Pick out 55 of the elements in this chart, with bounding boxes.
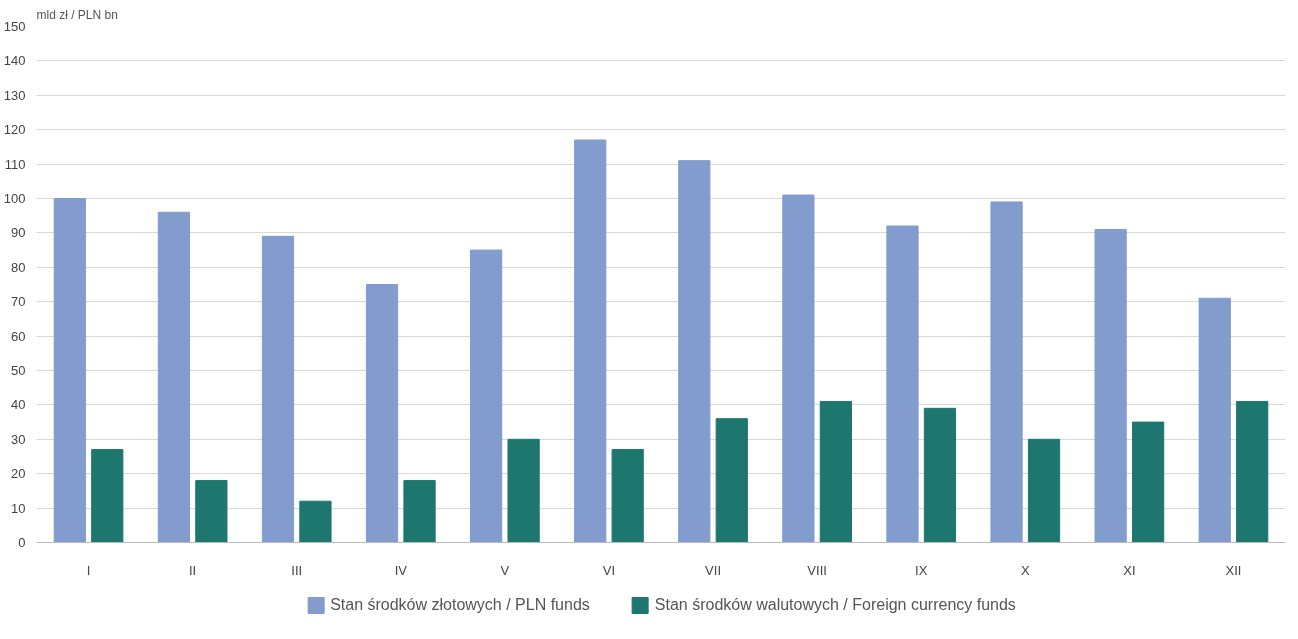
- x-tick-label: VIII: [807, 562, 827, 578]
- y-tick-label: 110: [4, 156, 26, 172]
- bar: [261, 235, 295, 543]
- x-tick-label: VI: [602, 562, 616, 578]
- y-tick-label: 10: [11, 500, 26, 516]
- bar: [1132, 421, 1165, 543]
- y-tick-label: 30: [11, 431, 26, 447]
- y-tick-label: 100: [3, 191, 26, 206]
- y-tick-label: 150: [3, 19, 26, 34]
- y-tick-label: 80: [11, 259, 26, 275]
- y-tick-label: 60: [11, 328, 26, 344]
- legend-label: Stan środków złotowych / PLN funds: [330, 596, 590, 614]
- x-tick-label: XI: [1123, 562, 1136, 578]
- x-tick-label: II: [189, 562, 197, 578]
- bar: [782, 194, 815, 543]
- x-tick-label: III: [291, 562, 303, 578]
- bar: [403, 480, 436, 543]
- bar: [53, 198, 86, 543]
- x-tick-label: V: [500, 562, 510, 578]
- bar: [1198, 297, 1231, 543]
- bar: [507, 438, 540, 543]
- y-tick-label: 120: [3, 122, 26, 138]
- bar: [1236, 400, 1269, 543]
- x-tick-label: XII: [1225, 562, 1242, 578]
- y-axis-title: mld zł / PLN bn: [36, 7, 118, 22]
- y-tick-label: 0: [18, 535, 26, 550]
- bar: [195, 480, 228, 543]
- bar: [990, 201, 1023, 543]
- y-tick-label: 130: [3, 87, 26, 103]
- y-tick-label: 40: [11, 397, 26, 413]
- y-tick-label: 140: [3, 53, 26, 69]
- bar: [886, 225, 919, 543]
- y-tick-label: 70: [11, 294, 26, 310]
- x-tick-label: X: [1020, 562, 1030, 578]
- y-tick-label: 20: [11, 466, 26, 482]
- bar: [611, 449, 644, 543]
- bar: [715, 418, 748, 543]
- bar: [819, 400, 852, 543]
- bar: [91, 449, 124, 543]
- bar: [1027, 438, 1061, 543]
- bar: [470, 249, 503, 543]
- y-tick-label: 50: [11, 363, 26, 378]
- bar: [923, 407, 957, 543]
- bar: [299, 500, 332, 543]
- legend-label: Stan środków walutowych / Foreign currency funds: [654, 596, 1016, 614]
- x-tick-label: IX: [915, 562, 928, 578]
- x-tick-label: I: [86, 562, 91, 578]
- bar: [365, 284, 399, 543]
- x-tick-label: IV: [394, 562, 408, 578]
- bar: [157, 211, 190, 543]
- bar: [1094, 228, 1127, 543]
- bar: [574, 139, 607, 543]
- y-tick-label: 90: [11, 225, 26, 241]
- bar: [678, 160, 711, 543]
- x-tick-label: VII: [705, 562, 721, 578]
